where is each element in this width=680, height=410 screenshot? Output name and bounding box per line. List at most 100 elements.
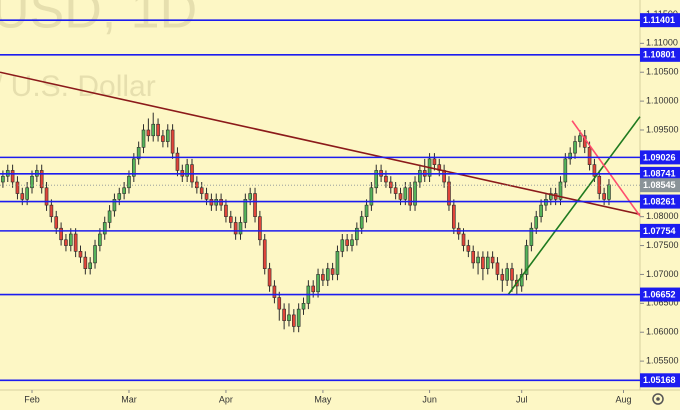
level-label-box	[640, 150, 680, 165]
settings-icon[interactable]	[652, 393, 664, 405]
candle-body	[452, 204, 456, 229]
level-label: 1.07754	[643, 226, 676, 236]
candle-body	[568, 152, 572, 160]
candle-body	[228, 216, 233, 223]
candle-body	[607, 184, 611, 200]
candle-body	[20, 193, 25, 200]
candle-body	[248, 193, 252, 200]
candle-body	[539, 204, 543, 217]
candle-body	[25, 187, 29, 200]
candle-body	[39, 170, 44, 189]
candle-body	[1, 175, 5, 183]
x-tick-label: Jun	[422, 394, 437, 404]
candle-body	[476, 256, 480, 264]
candle-body	[321, 274, 325, 281]
y-tick-label: 1.09500	[646, 124, 679, 134]
candle-body	[238, 222, 243, 235]
candle-body	[534, 216, 539, 229]
candle-body	[359, 216, 364, 229]
candle-body	[330, 268, 335, 275]
candle-body	[141, 129, 146, 148]
level-label-box	[640, 287, 680, 302]
candle-body	[418, 170, 422, 183]
candle-body	[102, 222, 107, 235]
x-tick-label: Mar	[121, 394, 137, 404]
candle-body	[73, 233, 78, 252]
candle-body	[490, 256, 495, 264]
candle-body	[602, 193, 606, 200]
candle-body	[224, 204, 228, 217]
candle-body	[325, 268, 330, 281]
candle-body	[49, 204, 54, 217]
candle-body	[292, 314, 296, 327]
candle-body	[262, 239, 267, 269]
candle-body	[350, 239, 354, 246]
candle-body	[471, 251, 476, 264]
level-label: 1.05168	[643, 375, 676, 385]
candle-body	[500, 274, 505, 281]
y-tick-label: 1.07500	[646, 240, 679, 250]
x-tick-label: May	[314, 394, 332, 404]
candle-body	[384, 175, 388, 183]
candle-body	[369, 187, 374, 206]
candle-body	[107, 210, 112, 223]
candle-body	[335, 251, 340, 275]
candle-body	[548, 193, 553, 200]
x-tick-label: Feb	[24, 394, 40, 404]
candle-body	[573, 141, 577, 154]
candle-body	[408, 187, 412, 206]
x-tick-label: Jul	[516, 394, 528, 404]
level-label-box	[640, 373, 680, 388]
candle-body	[199, 187, 204, 194]
candle-body	[481, 256, 485, 269]
candle-body	[398, 193, 403, 200]
candle-body	[587, 147, 592, 165]
level-label-box	[640, 13, 680, 28]
level-label: 1.11401	[643, 15, 675, 25]
candle-body	[592, 164, 597, 177]
candle-body	[127, 175, 131, 189]
trend-line	[507, 116, 641, 296]
candle-body	[88, 262, 92, 269]
candle-body	[253, 193, 257, 217]
level-label: 1.08261	[643, 196, 676, 206]
candle-body	[529, 227, 534, 246]
candle-body	[563, 158, 568, 183]
candle-body	[282, 308, 286, 321]
candle-body	[466, 245, 471, 252]
candle-body	[64, 239, 68, 246]
trend-line	[571, 120, 641, 217]
candle-body	[136, 147, 141, 160]
current-price-label: 1.08545	[643, 180, 676, 190]
y-tick-label: 1.11000	[646, 38, 678, 48]
candle-body	[132, 158, 136, 177]
candle-body	[413, 181, 417, 206]
candle-body	[175, 152, 180, 171]
trend-line	[0, 71, 641, 216]
candle-body	[59, 227, 63, 241]
candle-body	[558, 181, 563, 200]
candle-body	[374, 170, 379, 189]
candle-body	[301, 303, 306, 310]
candle-body	[485, 256, 490, 269]
y-tick-label: 1.06500	[646, 298, 679, 308]
candle-body	[578, 135, 582, 142]
candle-body	[495, 262, 500, 275]
x-tick-label: Apr	[219, 394, 233, 404]
candle-body	[340, 239, 345, 252]
y-tick-label: 1.10000	[646, 95, 679, 105]
candle-body	[442, 170, 446, 183]
candle-body	[510, 268, 514, 281]
candle-body	[364, 204, 369, 217]
candle-body	[345, 239, 349, 246]
candle-body	[505, 268, 509, 281]
level-label: 1.06652	[643, 289, 676, 299]
level-label-box	[640, 223, 680, 238]
candle-body	[44, 187, 49, 206]
candle-body	[461, 233, 466, 246]
level-label-box	[640, 47, 680, 62]
candle-body	[267, 268, 272, 287]
watermark-subtitle: / U.S. Dollar	[0, 70, 156, 103]
